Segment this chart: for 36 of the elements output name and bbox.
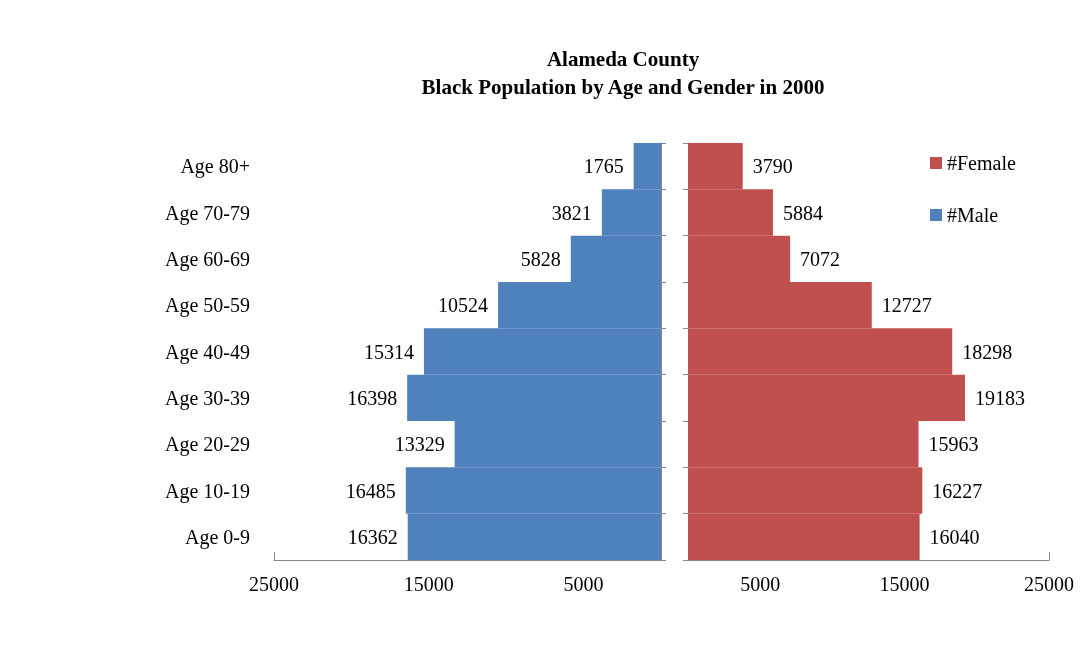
data-label: 7072 xyxy=(800,247,841,270)
data-label: 13329 xyxy=(394,433,445,456)
data-label: 18298 xyxy=(962,340,1013,363)
data-label: 5884 xyxy=(782,201,823,224)
data-label: 16227 xyxy=(932,479,983,502)
data-label: 3821 xyxy=(551,201,592,224)
data-label: 15314 xyxy=(363,340,414,363)
data-label: 16398 xyxy=(347,386,398,409)
data-label: 12727 xyxy=(881,294,932,317)
chart-title: Alameda County Black Population by Age and Gender in 2000 xyxy=(421,47,825,99)
x-tick-label: 25000 xyxy=(249,573,299,595)
x-tick-label: 15000 xyxy=(879,573,930,595)
x-tick-label: 25000 xyxy=(1024,573,1074,595)
x-tick-label: 5000 xyxy=(740,573,781,595)
y-tick-label: Age 60-69 xyxy=(165,247,250,271)
data-label: 19183 xyxy=(975,386,1025,409)
y-tick-label: Age 10-19 xyxy=(165,479,250,503)
data-label: 3790 xyxy=(752,155,793,178)
y-tick-label: Age 0-9 xyxy=(185,525,250,549)
legend-label: #Female xyxy=(947,152,1016,174)
data-label: 1765 xyxy=(583,155,624,178)
data-label: 5828 xyxy=(520,247,561,270)
y-tick-label: Age 70-79 xyxy=(165,201,250,225)
data-label: 10524 xyxy=(438,294,489,317)
x-tick-label: 5000 xyxy=(563,573,604,595)
y-tick-label: Age 50-59 xyxy=(165,294,250,318)
data-label: 16040 xyxy=(929,525,980,548)
y-tick-label: Age 20-29 xyxy=(165,433,250,457)
legend-label: #Male xyxy=(947,204,999,226)
y-tick-label: Age 80+ xyxy=(180,155,250,179)
data-label: 16485 xyxy=(345,479,396,502)
y-tick-label: Age 40-49 xyxy=(165,340,250,364)
data-label: 15963 xyxy=(928,433,979,456)
x-tick-label: 15000 xyxy=(403,573,454,595)
data-label: 16362 xyxy=(347,525,398,548)
y-tick-label: Age 30-39 xyxy=(165,386,250,410)
